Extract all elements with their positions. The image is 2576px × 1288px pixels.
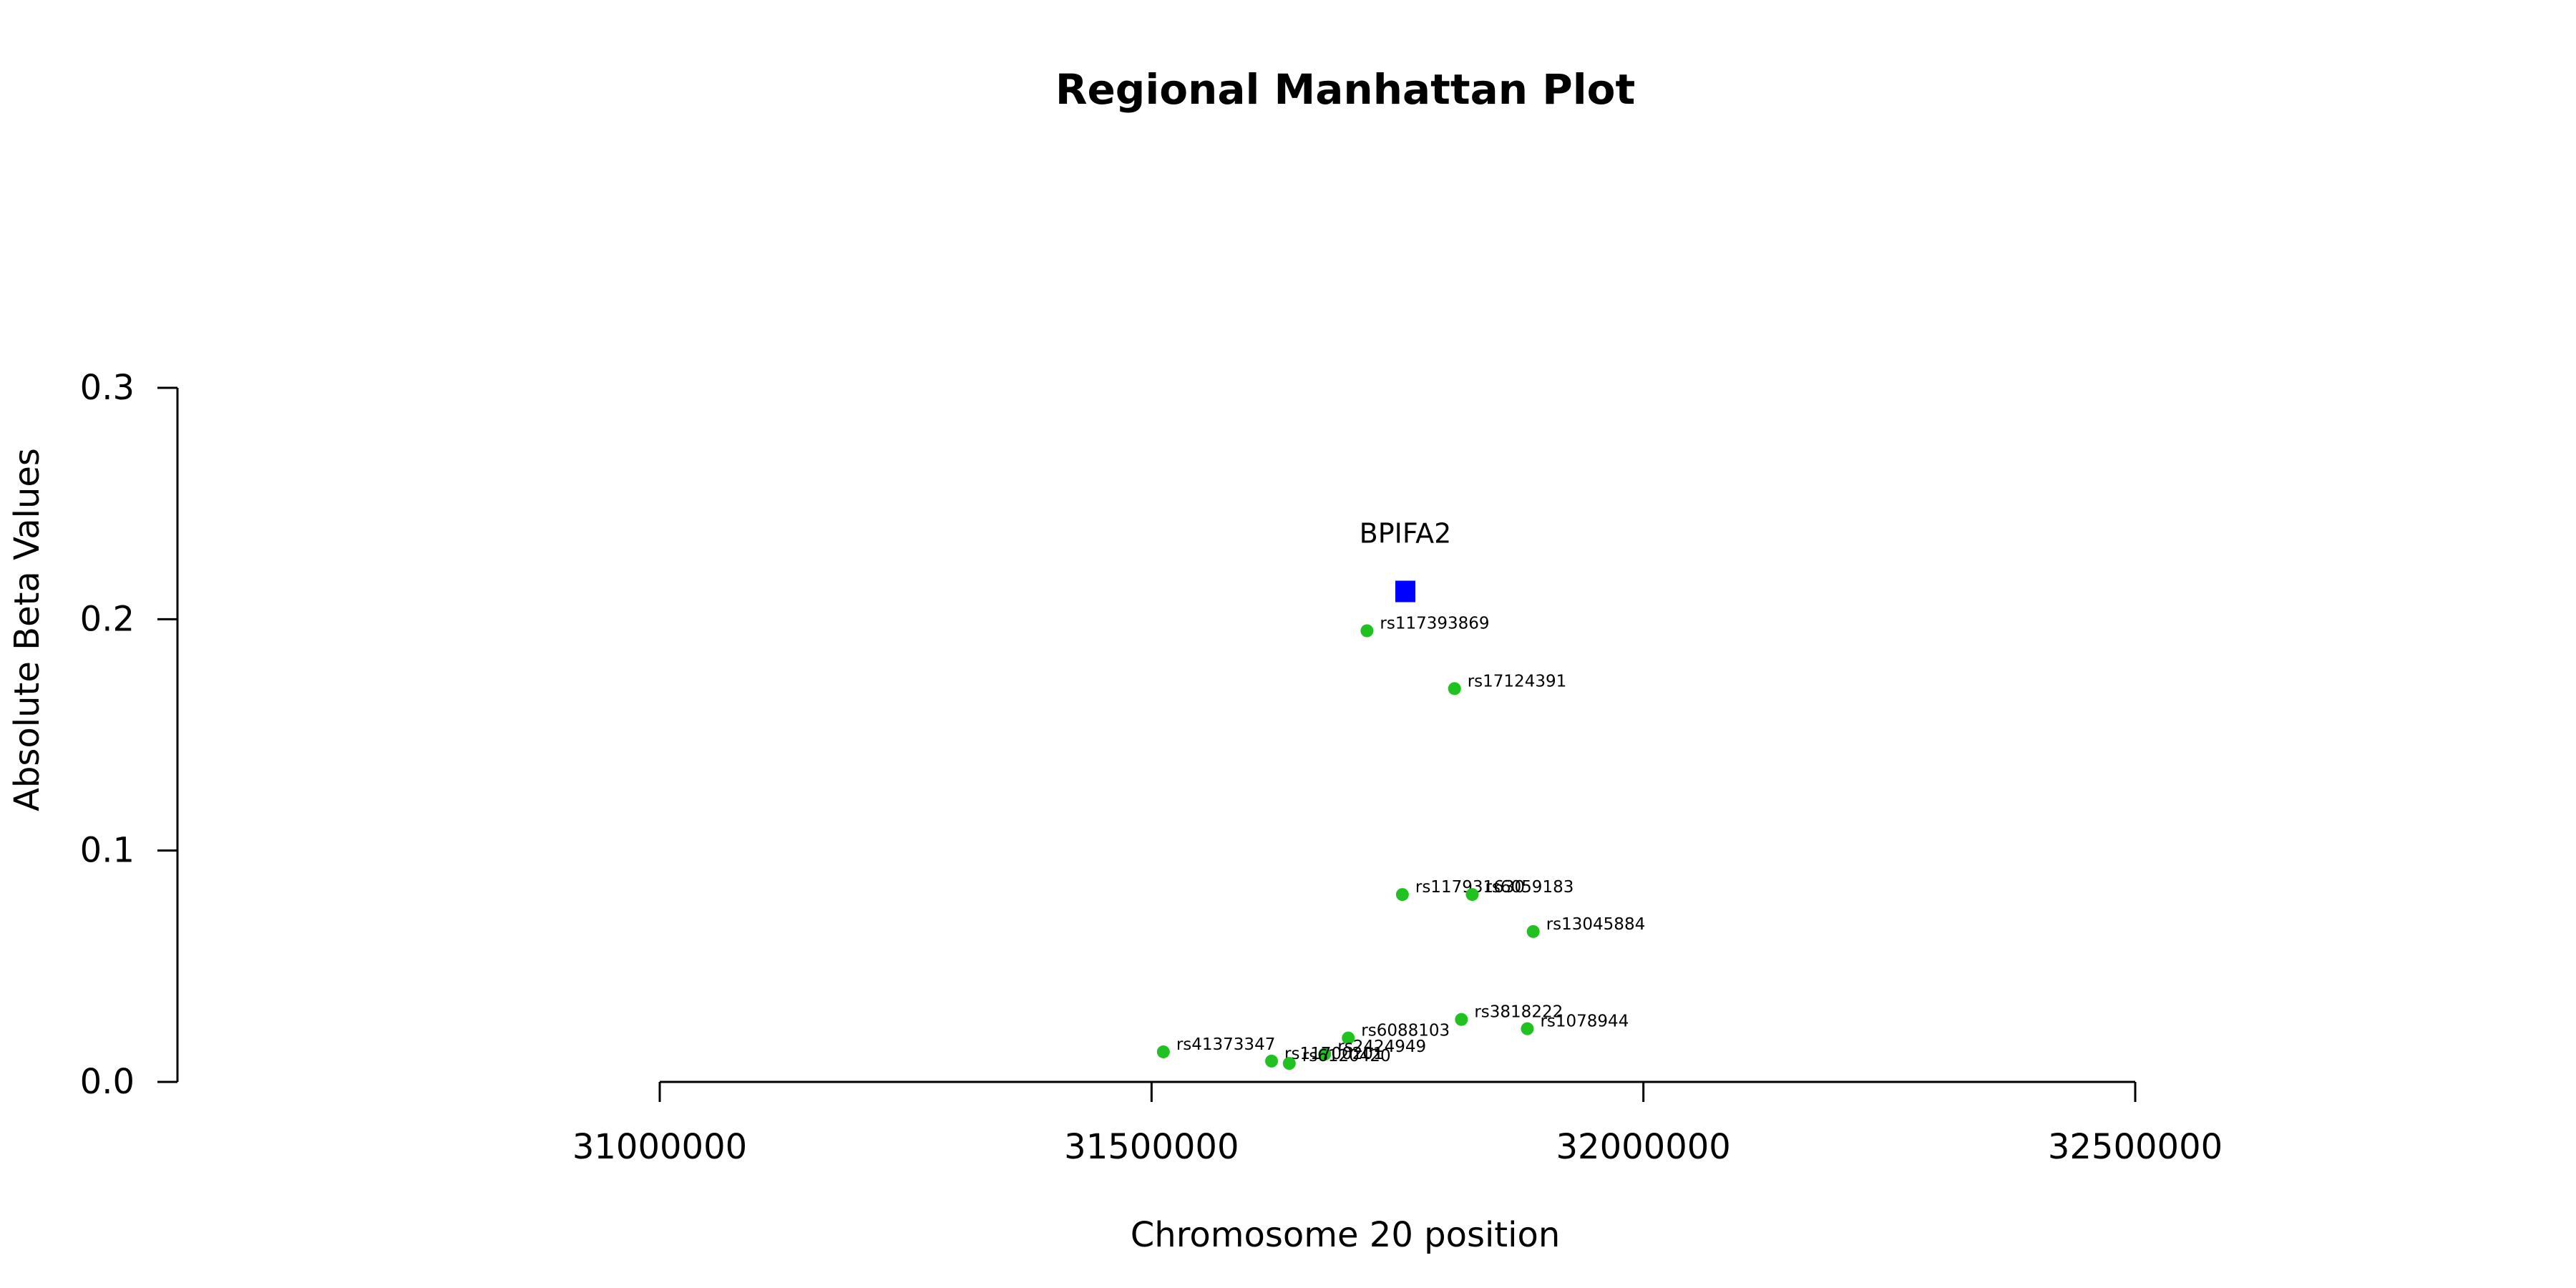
snp-label: rs17124391 — [1468, 672, 1567, 691]
chart-title: Regional Manhattan Plot — [1055, 65, 1635, 114]
snp-label: rs2424949 — [1337, 1038, 1426, 1056]
x-axis-label: Chromosome 20 position — [1131, 1215, 1561, 1255]
snp-label: rs6059183 — [1485, 878, 1574, 897]
snp-point — [1342, 1031, 1355, 1045]
y-tick-label: 0.3 — [80, 368, 135, 408]
snp-label: rs13045884 — [1546, 915, 1646, 934]
snp-label: rs11700201 — [1284, 1045, 1384, 1063]
snp-point — [1282, 1057, 1296, 1070]
x-tick-label: 31500000 — [1064, 1127, 1239, 1167]
gene-square — [1395, 580, 1415, 602]
snp-label: rs1078944 — [1540, 1013, 1629, 1031]
x-tick-label: 32000000 — [1556, 1127, 1731, 1167]
snp-label: rs117393869 — [1380, 615, 1489, 633]
snp-point — [1265, 1054, 1279, 1068]
snp-point — [1318, 1048, 1332, 1061]
y-tick-label: 0.2 — [80, 599, 135, 639]
snp-point — [1521, 1022, 1534, 1035]
y-axis-label: Absolute Beta Values — [7, 448, 47, 811]
snp-point — [1465, 888, 1479, 902]
snp-point — [1360, 624, 1374, 638]
x-tick-label: 32500000 — [2048, 1127, 2223, 1167]
y-tick-label: 0.1 — [80, 831, 135, 871]
snp-label: rs3818222 — [1474, 1003, 1563, 1022]
snp-label: rs6088103 — [1361, 1022, 1450, 1040]
snp-point — [1156, 1045, 1170, 1058]
x-axis: 31000000 31500000 32000000 32500000 — [572, 1080, 2223, 1167]
gene-label: BPIFA2 — [1360, 518, 1452, 550]
gene-marker: BPIFA2 — [1360, 518, 1452, 602]
snp-point — [1395, 888, 1409, 902]
snp-label: rs6120420 — [1302, 1047, 1391, 1065]
x-tick-label: 31000000 — [572, 1127, 747, 1167]
snp-label: rs41373347 — [1176, 1035, 1276, 1054]
y-tick-label: 0.0 — [80, 1062, 135, 1102]
snp-point — [1455, 1013, 1468, 1026]
y-axis: 0.0 0.1 0.2 0.3 — [80, 368, 179, 1102]
snp-points: rs117393869rs17124391rs117931630rs605918… — [1156, 615, 1646, 1070]
snp-point — [1526, 924, 1540, 938]
snp-point — [1448, 682, 1461, 696]
